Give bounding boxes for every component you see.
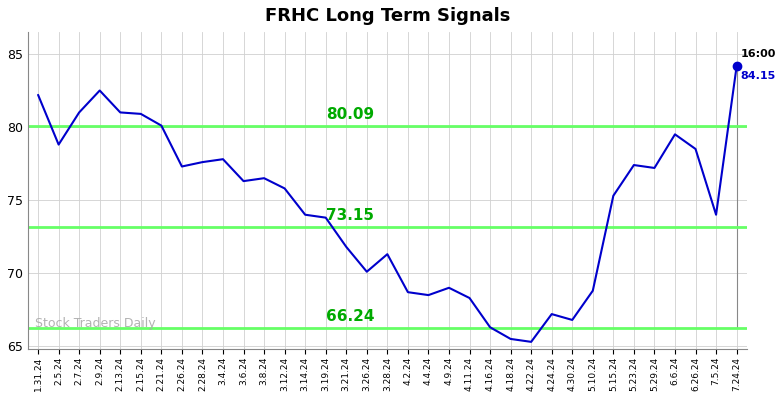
Text: 80.09: 80.09 bbox=[325, 107, 374, 122]
Text: 16:00: 16:00 bbox=[741, 49, 776, 59]
Text: 84.15: 84.15 bbox=[741, 71, 776, 81]
Text: 73.15: 73.15 bbox=[325, 209, 374, 224]
Text: 66.24: 66.24 bbox=[325, 310, 374, 324]
Title: FRHC Long Term Signals: FRHC Long Term Signals bbox=[265, 7, 510, 25]
Text: Stock Traders Daily: Stock Traders Daily bbox=[35, 317, 155, 330]
